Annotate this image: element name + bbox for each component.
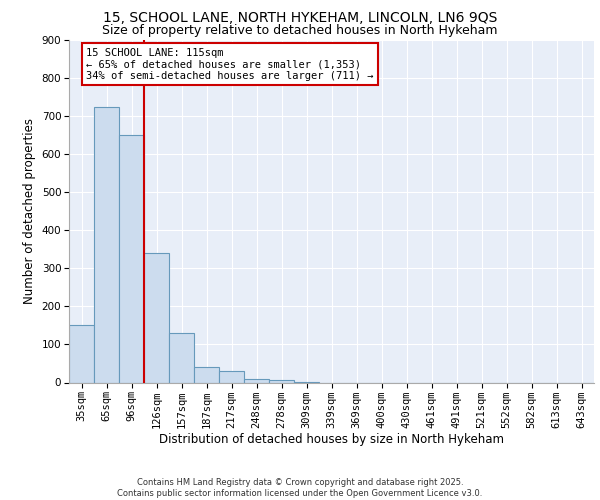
Text: 15 SCHOOL LANE: 115sqm
← 65% of detached houses are smaller (1,353)
34% of semi-: 15 SCHOOL LANE: 115sqm ← 65% of detached…	[86, 48, 374, 81]
Bar	[244, 378, 269, 382]
Bar	[269, 380, 294, 382]
Bar	[144, 253, 169, 382]
Text: Contains HM Land Registry data © Crown copyright and database right 2025.
Contai: Contains HM Land Registry data © Crown c…	[118, 478, 482, 498]
Y-axis label: Number of detached properties: Number of detached properties	[23, 118, 36, 304]
X-axis label: Distribution of detached houses by size in North Hykeham: Distribution of detached houses by size …	[159, 433, 504, 446]
Bar	[119, 135, 144, 382]
Bar	[169, 333, 194, 382]
Bar	[69, 326, 94, 382]
Text: 15, SCHOOL LANE, NORTH HYKEHAM, LINCOLN, LN6 9QS: 15, SCHOOL LANE, NORTH HYKEHAM, LINCOLN,…	[103, 11, 497, 25]
Text: Size of property relative to detached houses in North Hykeham: Size of property relative to detached ho…	[102, 24, 498, 37]
Bar	[219, 371, 244, 382]
Bar	[194, 368, 219, 382]
Bar	[94, 106, 119, 382]
